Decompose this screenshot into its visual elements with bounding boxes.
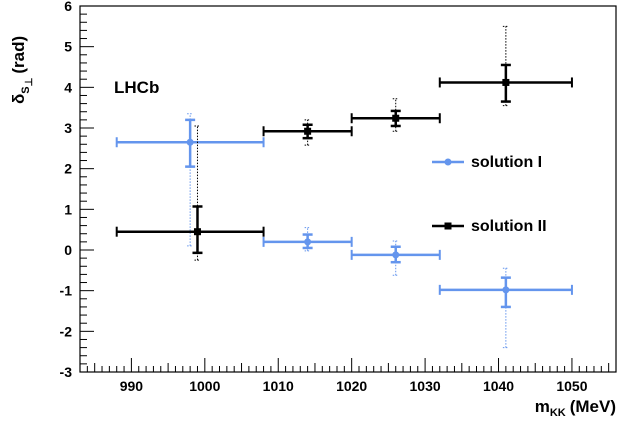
x-tick-label: 1040 [483,378,514,394]
legend-item-solution-i: solution I [432,154,542,171]
lhcb-annotation: LHCb [114,78,159,97]
y-tick-label: -1 [60,283,73,299]
x-tick-label: 1030 [410,378,441,394]
y-tick-label: -3 [60,364,73,380]
legend-solution-i-marker [444,158,452,166]
legend: solution I solution II [432,154,547,235]
y-tick-label: -2 [60,323,73,339]
series-solution-i [115,113,573,349]
x-tick-label: 1000 [189,378,220,394]
ticks-group: -3 -2 -1 0 1 2 3 4 5 6 990 1000 1010 1020 1030 1040 1050 [60,0,617,394]
x-tick-label: 1050 [556,378,587,394]
data-point [193,228,201,236]
y-tick-label: 6 [64,0,72,14]
series-group [115,25,573,349]
data-point [392,251,400,259]
x-axis-label: mKK (MeV) [535,397,616,419]
plot-frame [79,5,617,373]
x-tick-label: 1020 [336,378,367,394]
x-tick-label: 1010 [263,378,294,394]
data-point [186,138,194,146]
series-solution-ii [115,25,573,261]
y-tick-label: 0 [64,242,72,258]
y-tick-label: 3 [64,120,72,136]
legend-solution-ii-marker [444,222,452,230]
plot-frame-group [79,5,617,373]
data-point [392,114,400,122]
legend-item-solution-ii: solution II [432,218,547,235]
legend-solution-i-label: solution I [471,154,542,171]
data-point [502,78,510,86]
y-tick-label: 5 [64,39,72,55]
x-tick-label: 990 [120,378,144,394]
data-point [304,127,312,135]
legend-solution-ii-label: solution II [471,218,547,235]
y-tick-label: 4 [64,79,72,95]
y-tick-label: 2 [64,161,72,177]
data-point [502,286,510,294]
data-point [304,238,312,246]
y-tick-label: 1 [64,201,72,217]
y-axis-label: δS⊥(rad) [9,36,35,104]
